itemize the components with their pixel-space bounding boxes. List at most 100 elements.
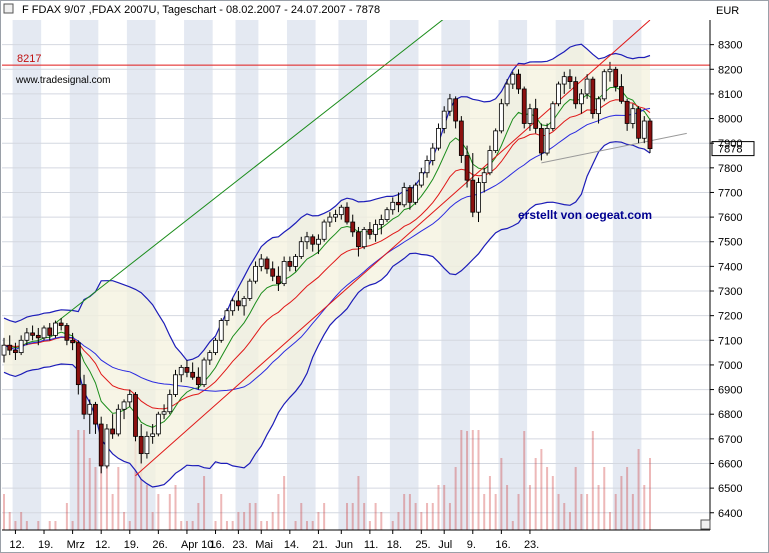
candle-body — [396, 201, 401, 206]
candle — [75, 340, 81, 395]
volume-bar — [477, 430, 480, 530]
volume-bar — [586, 494, 589, 530]
candle-body — [110, 428, 116, 435]
candle — [338, 204, 344, 220]
candle — [504, 79, 510, 107]
volume-bar — [237, 512, 240, 530]
candle — [53, 320, 58, 338]
candle-body — [464, 155, 470, 181]
volume-bar — [157, 494, 160, 530]
candle-body — [173, 374, 178, 395]
candle-body — [316, 238, 321, 245]
candle-body — [636, 108, 641, 139]
volume-bar — [483, 494, 486, 530]
candle — [418, 167, 424, 188]
volume-bar — [271, 512, 274, 530]
resize-grip-icon — [700, 519, 711, 530]
candle-body — [224, 310, 230, 321]
candle-body — [447, 98, 453, 112]
watermark-text: www.tradesignal.com — [15, 75, 110, 86]
candle — [590, 76, 596, 119]
candle-body — [601, 71, 607, 100]
candle-body — [424, 160, 430, 174]
candle — [41, 325, 47, 341]
candle — [167, 389, 173, 415]
candle — [293, 254, 298, 272]
x-tick-label: Apr 10. — [181, 539, 216, 551]
candle-body — [184, 366, 190, 373]
candle-body — [401, 187, 407, 206]
candle — [441, 106, 447, 134]
volume-bar — [134, 430, 137, 530]
candle — [533, 98, 539, 134]
candle-body — [121, 401, 127, 410]
candle — [498, 98, 504, 134]
y-tick-label: 7300 — [718, 286, 742, 298]
candle — [310, 234, 316, 252]
volume-bar — [471, 430, 474, 530]
candle-body — [7, 344, 13, 351]
candle-body — [287, 261, 293, 267]
candle-body — [418, 172, 424, 186]
volume-bar — [608, 512, 611, 530]
volume-bar — [494, 494, 497, 530]
volume-bar — [248, 503, 251, 530]
volume-bar — [643, 485, 646, 530]
x-tick-label: 14. — [284, 539, 299, 551]
candle-body — [619, 86, 624, 102]
candle — [178, 364, 184, 383]
candle — [578, 88, 584, 114]
volume-bar — [488, 476, 491, 530]
candle-body — [573, 81, 579, 105]
candle — [567, 69, 573, 89]
candle — [630, 103, 636, 129]
candle-body — [361, 229, 367, 248]
candle — [361, 226, 367, 250]
x-tick-label: 16. — [495, 539, 510, 551]
candle-body — [321, 221, 327, 240]
candle-body — [521, 88, 527, 124]
candle-body — [87, 403, 93, 415]
volume-bar — [214, 521, 217, 530]
candle-body — [241, 298, 247, 307]
candle — [270, 261, 276, 282]
volume-bar — [168, 494, 171, 530]
candle — [561, 71, 567, 94]
volume-bar — [65, 503, 68, 530]
candle-body — [356, 231, 361, 248]
bollinger-lower — [3, 141, 651, 488]
candle-body — [53, 322, 58, 336]
volume-bar — [25, 521, 28, 530]
candle — [115, 404, 121, 437]
volume-bar — [454, 467, 457, 530]
volume-bar — [506, 485, 509, 530]
candle-body — [201, 359, 207, 386]
candle-body — [13, 349, 18, 354]
candle — [287, 256, 293, 272]
volume-bar — [368, 521, 371, 530]
candle-body — [413, 184, 419, 203]
x-tick-label: Mai — [255, 539, 273, 551]
candle — [556, 81, 561, 107]
x-tick-label: 25. — [415, 539, 430, 551]
candle — [201, 357, 207, 388]
x-tick-label: 18. — [387, 539, 402, 551]
volume-bar — [591, 431, 594, 530]
candle-body — [293, 256, 298, 267]
candle-body — [344, 206, 350, 223]
volume-bar — [8, 512, 11, 530]
candle-body — [504, 83, 510, 105]
candle-body — [310, 236, 316, 245]
candle-body — [24, 332, 30, 341]
candle-body — [127, 394, 133, 403]
y-tick-label: 8100 — [718, 89, 742, 101]
candle — [458, 116, 464, 163]
candle — [636, 106, 641, 144]
volume-bar — [563, 503, 566, 530]
candle-body — [213, 339, 218, 354]
candle-body — [458, 120, 464, 156]
volume-bar — [557, 494, 560, 530]
candle — [98, 416, 104, 474]
chart-title: F FDAX 9/07 ,FDAX 2007U, Tageschart - 08… — [22, 4, 380, 16]
resistance-label: 8217 — [17, 53, 41, 65]
